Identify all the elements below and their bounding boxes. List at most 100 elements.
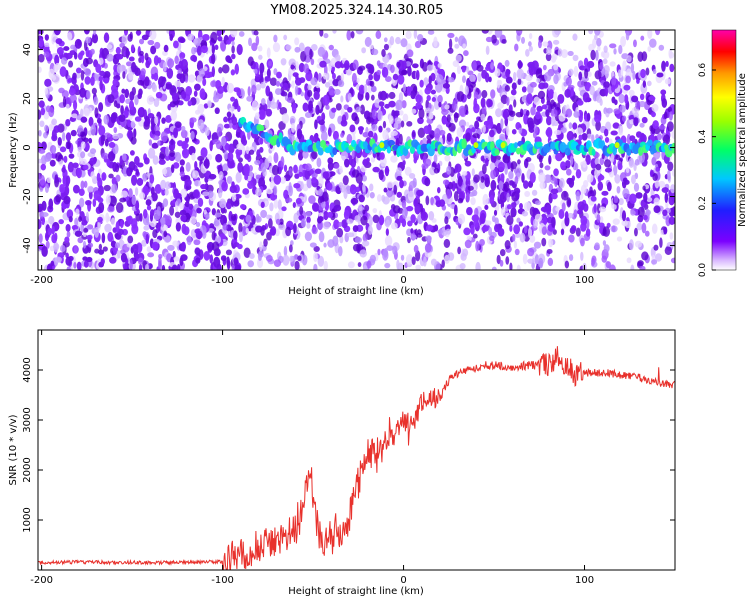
- spectrogram-blob: [254, 112, 260, 120]
- spectrogram-blob: [360, 215, 368, 226]
- spectrogram-blob: [181, 90, 187, 99]
- spectrogram-blob: [388, 115, 394, 125]
- spectrogram-blob: [165, 115, 172, 123]
- spectrogram-blob: [238, 222, 243, 234]
- spectrogram-blob: [41, 212, 49, 218]
- spectrogram-blob: [260, 162, 267, 173]
- spectrogram-blob: [134, 67, 141, 76]
- spectrogram-blob: [209, 254, 214, 264]
- spectrogram-blob: [82, 231, 87, 237]
- spectrogram-blob: [48, 216, 55, 225]
- spectrogram-blob: [560, 49, 569, 59]
- spectrogram-blob: [375, 30, 382, 40]
- spectrogram-blob: [610, 225, 618, 233]
- spectrogram-blob: [370, 157, 376, 163]
- spectrogram-blob: [120, 190, 128, 198]
- spectrogram-blob: [613, 108, 621, 115]
- spectrogram-blob: [630, 62, 635, 74]
- spectrogram-blob: [401, 199, 407, 209]
- spectrogram-blob: [650, 111, 656, 118]
- spectrogram-blob: [593, 203, 597, 214]
- spectrogram-blob: [546, 248, 553, 255]
- spectrogram-blob: [506, 96, 510, 106]
- spectrogram-blob: [572, 122, 578, 130]
- spectrogram-blob: [526, 93, 533, 105]
- spectrogram-blob: [406, 205, 414, 212]
- spectrogram-blob: [266, 68, 271, 79]
- spectrogram-blob: [311, 202, 319, 212]
- spectrogram-blob: [73, 51, 78, 60]
- snr-x-label: Height of straight line (km): [288, 586, 424, 597]
- spectrogram-blob: [89, 157, 97, 165]
- spectrogram-blob: [221, 76, 225, 86]
- spectrogram-blob: [328, 85, 334, 96]
- signal-band-blob: [304, 145, 309, 152]
- spectrogram-blob: [464, 160, 472, 167]
- spectrogram-blob: [585, 228, 591, 237]
- spectrogram-blob: [505, 256, 510, 265]
- spectrogram-blob: [626, 217, 630, 222]
- spectrogram-blob: [164, 166, 173, 178]
- spectrogram-blob: [65, 132, 72, 142]
- spectrogram-blob: [399, 110, 404, 116]
- signal-peak-blob: [379, 142, 385, 149]
- spectrogram-blob: [179, 202, 185, 210]
- spectrogram-blob: [488, 226, 493, 236]
- spectrogram-blob: [661, 187, 669, 194]
- spectrogram-blob: [616, 236, 623, 242]
- spectrogram-blob: [213, 248, 221, 257]
- spectrogram-blob: [653, 244, 659, 251]
- spectrogram-blob: [506, 204, 513, 210]
- spectrogram-blob: [328, 65, 332, 72]
- spectrogram-blob: [610, 130, 618, 136]
- spectrogram-blob: [662, 209, 668, 217]
- spectrogram-blob: [223, 123, 231, 129]
- spectrogram-blob: [366, 260, 372, 269]
- spectrogram-blob: [613, 48, 617, 55]
- spectrogram-blob: [430, 196, 434, 206]
- spectrogram-blob: [38, 148, 46, 154]
- spectrogram-blob: [149, 209, 155, 217]
- spectrogram-x-label: Height of straight line (km): [288, 286, 424, 297]
- spectrogram-blob: [126, 167, 133, 177]
- spectrogram-blob: [154, 130, 161, 137]
- spectrogram-blob: [420, 211, 429, 222]
- spectrogram-blob: [38, 38, 44, 48]
- spectrogram-blob: [137, 257, 144, 265]
- spectrogram-blob: [255, 213, 260, 223]
- spectrogram-blob: [411, 256, 416, 265]
- spectrogram-blob: [383, 37, 388, 43]
- spectrogram-blob: [506, 215, 514, 226]
- spectrogram-blob: [256, 149, 261, 158]
- spectrogram-blob: [377, 109, 382, 121]
- spectrogram-blob: [192, 56, 198, 63]
- spectrogram-blob: [151, 83, 157, 93]
- spectrogram-blob: [518, 221, 523, 227]
- spectrogram-blob: [481, 225, 489, 232]
- spectrogram-blob: [327, 127, 332, 137]
- spectrogram-blob: [457, 175, 463, 187]
- spectrogram-blob: [203, 209, 207, 215]
- spectrogram-blob: [269, 202, 274, 212]
- spectrogram-blob: [378, 125, 383, 133]
- spectrogram-blob: [569, 155, 574, 166]
- spectrogram-blob: [165, 215, 173, 226]
- spectrogram-blob: [597, 45, 601, 52]
- spectrogram-blob: [115, 221, 120, 233]
- spectrogram-blob: [385, 219, 391, 228]
- spectrogram-blob: [536, 77, 541, 83]
- spectrogram-blob: [641, 251, 649, 261]
- spectrogram-blob: [434, 133, 440, 142]
- spectrogram-x-ticks: -200 -100 0 100: [30, 30, 594, 286]
- spectrogram-blob: [490, 62, 494, 70]
- spectrogram-blob: [599, 157, 605, 166]
- spectrogram-blob: [425, 224, 433, 232]
- spectrogram-blob: [390, 64, 395, 74]
- spectrogram-blob: [442, 82, 450, 89]
- spectrogram-blob: [128, 188, 133, 199]
- spectrogram-blob: [605, 107, 613, 114]
- spectrogram-blob: [317, 216, 324, 222]
